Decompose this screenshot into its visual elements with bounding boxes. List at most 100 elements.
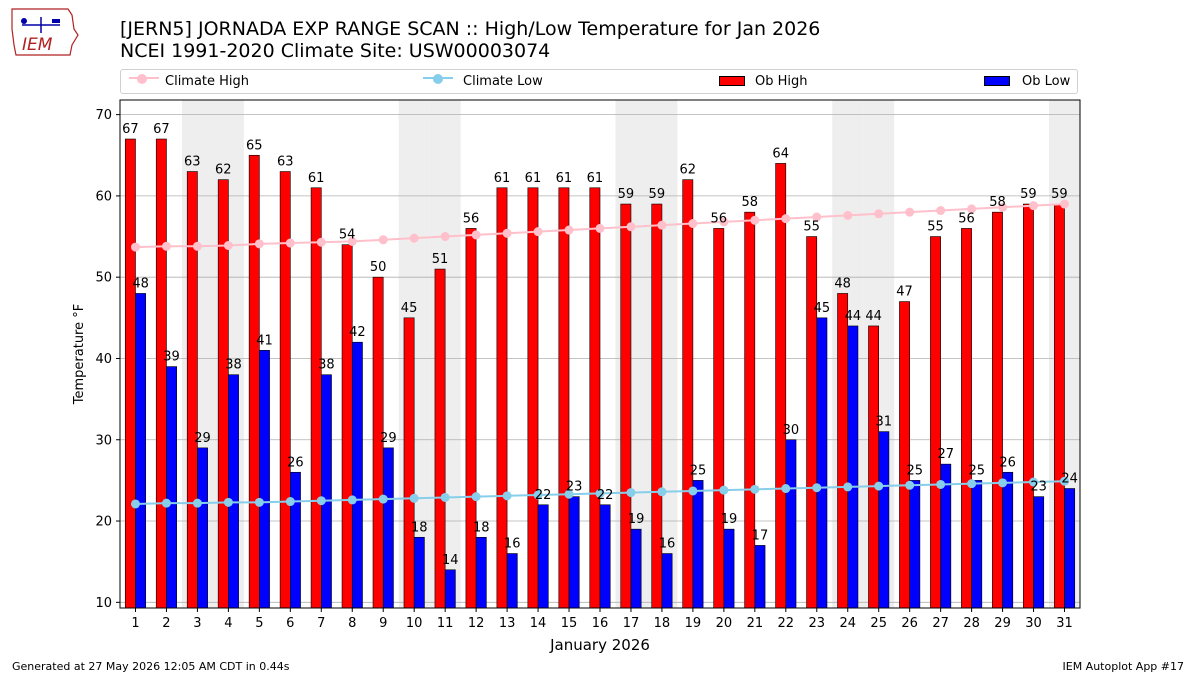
point-climate-high-23	[812, 212, 822, 222]
point-climate-high-6	[285, 238, 295, 248]
legend-swatch-ob-high	[719, 76, 745, 86]
point-climate-low-10	[409, 493, 419, 503]
bar-ob-high-15	[558, 187, 570, 609]
climate-lines	[130, 199, 1070, 509]
bar-ob-high-3	[186, 171, 198, 609]
label-ob-high-20: 56	[710, 211, 727, 226]
point-climate-low-21	[750, 484, 760, 494]
point-climate-high-10	[409, 233, 419, 243]
y-axis: 10 20 30 40 50 60 70	[95, 108, 120, 611]
x-tick-label-29: 29	[994, 616, 1011, 631]
point-climate-high-19	[688, 219, 698, 229]
point-climate-high-8	[347, 236, 357, 246]
legend-label-climate-low: Climate Low	[463, 74, 543, 89]
label-ob-low-10: 18	[411, 520, 428, 535]
point-climate-high-24	[843, 210, 853, 220]
point-climate-low-6	[285, 497, 295, 507]
bar-ob-high-31	[1053, 203, 1065, 609]
bar-ob-low-4	[228, 374, 239, 609]
x-axis: 1 2 3 4 5 6 7 8 9 10 11 12 13 14 15 16 17 18 19 20 21 22 23 24 2…	[131, 608, 1073, 631]
bar-ob-low-25	[878, 431, 890, 609]
bar-ob-high-10	[403, 317, 415, 609]
point-climate-low-18	[657, 487, 667, 497]
x-tick-label-21: 21	[747, 616, 764, 631]
bar-ob-high-26	[899, 301, 910, 609]
point-climate-high-21	[750, 215, 760, 225]
point-climate-high-4	[223, 240, 233, 250]
x-tick-label-13: 13	[499, 616, 516, 631]
bar-ob-high-8	[341, 244, 353, 609]
point-climate-high-5	[254, 239, 264, 249]
x-tick-label-19: 19	[685, 616, 702, 631]
bar-ob-low-5	[259, 350, 270, 609]
bar-ob-high-16	[589, 187, 601, 609]
bar-ob-low-1	[135, 293, 147, 609]
point-climate-high-30	[1029, 201, 1039, 211]
label-ob-high-31: 59	[1051, 187, 1068, 202]
label-ob-low-27: 27	[937, 447, 954, 462]
bar-ob-high-5	[248, 154, 260, 609]
x-tick-label-5: 5	[255, 616, 263, 631]
label-ob-low-13: 16	[504, 537, 521, 552]
iem-logo: IEM	[11, 8, 79, 56]
bar-ob-high-29	[992, 211, 1003, 609]
bar-ob-low-30	[1033, 496, 1045, 609]
label-ob-high-29: 58	[989, 195, 1006, 210]
label-ob-high-6: 63	[277, 155, 294, 170]
label-ob-high-15: 61	[556, 171, 573, 186]
label-ob-low-26: 25	[907, 463, 924, 478]
point-climate-high-2	[161, 241, 171, 251]
x-tick-label-14: 14	[530, 616, 547, 631]
point-climate-low-27	[936, 479, 946, 489]
bar-ob-high-6	[279, 171, 291, 609]
label-ob-high-18: 59	[649, 187, 666, 202]
x-tick-label-23: 23	[809, 616, 826, 631]
label-ob-high-9: 50	[370, 260, 387, 275]
legend: Climate High Climate Low Ob High Ob Low	[120, 69, 1078, 94]
bar-ob-high-24	[837, 293, 849, 609]
label-ob-low-14: 22	[535, 488, 552, 503]
label-ob-high-19: 62	[680, 163, 697, 178]
label-ob-low-5: 41	[256, 333, 273, 348]
bar-ob-low-19	[692, 480, 704, 609]
x-tick-label-3: 3	[193, 616, 201, 631]
bar-ob-high-25	[868, 325, 880, 609]
x-tick-label-9: 9	[379, 616, 387, 631]
label-ob-high-14: 61	[525, 171, 542, 186]
label-ob-low-8: 42	[349, 325, 366, 340]
label-ob-high-28: 56	[958, 211, 975, 226]
point-climate-low-20	[719, 485, 729, 495]
label-ob-high-4: 62	[215, 163, 232, 178]
label-ob-high-21: 58	[741, 195, 758, 210]
point-climate-low-12	[471, 492, 481, 502]
point-climate-high-16	[595, 223, 605, 233]
x-tick-label-8: 8	[348, 616, 356, 631]
label-ob-high-17: 59	[618, 187, 635, 202]
label-ob-low-17: 19	[628, 512, 645, 527]
label-ob-high-10: 45	[401, 301, 418, 316]
point-climate-high-11	[440, 232, 450, 242]
label-ob-low-7: 38	[318, 358, 335, 373]
label-ob-low-21: 17	[752, 528, 769, 543]
bar-ob-low-23	[816, 317, 828, 609]
x-tick-label-25: 25	[870, 616, 887, 631]
bar-ob-low-10	[413, 536, 425, 609]
bar-ob-high-27	[930, 236, 941, 609]
bar-ob-high-21	[744, 211, 756, 609]
y-axis-label: Temperature °F	[72, 304, 87, 405]
point-climate-high-22	[781, 214, 791, 224]
label-ob-low-15: 23	[566, 480, 583, 495]
bar-ob-low-21	[754, 545, 766, 609]
label-ob-high-26: 47	[896, 285, 913, 300]
y-tick-label-60: 60	[95, 189, 112, 204]
x-tick-label-16: 16	[592, 616, 609, 631]
x-tick-label-10: 10	[406, 616, 423, 631]
x-tick-label-20: 20	[716, 616, 733, 631]
point-climate-low-15	[564, 489, 574, 499]
bar-ob-low-22	[785, 439, 797, 609]
point-climate-high-12	[471, 230, 481, 240]
bar-ob-high-14	[527, 187, 539, 609]
x-tick-label-24: 24	[839, 616, 856, 631]
bar-ob-low-20	[723, 528, 735, 609]
label-ob-high-22: 64	[772, 146, 789, 161]
